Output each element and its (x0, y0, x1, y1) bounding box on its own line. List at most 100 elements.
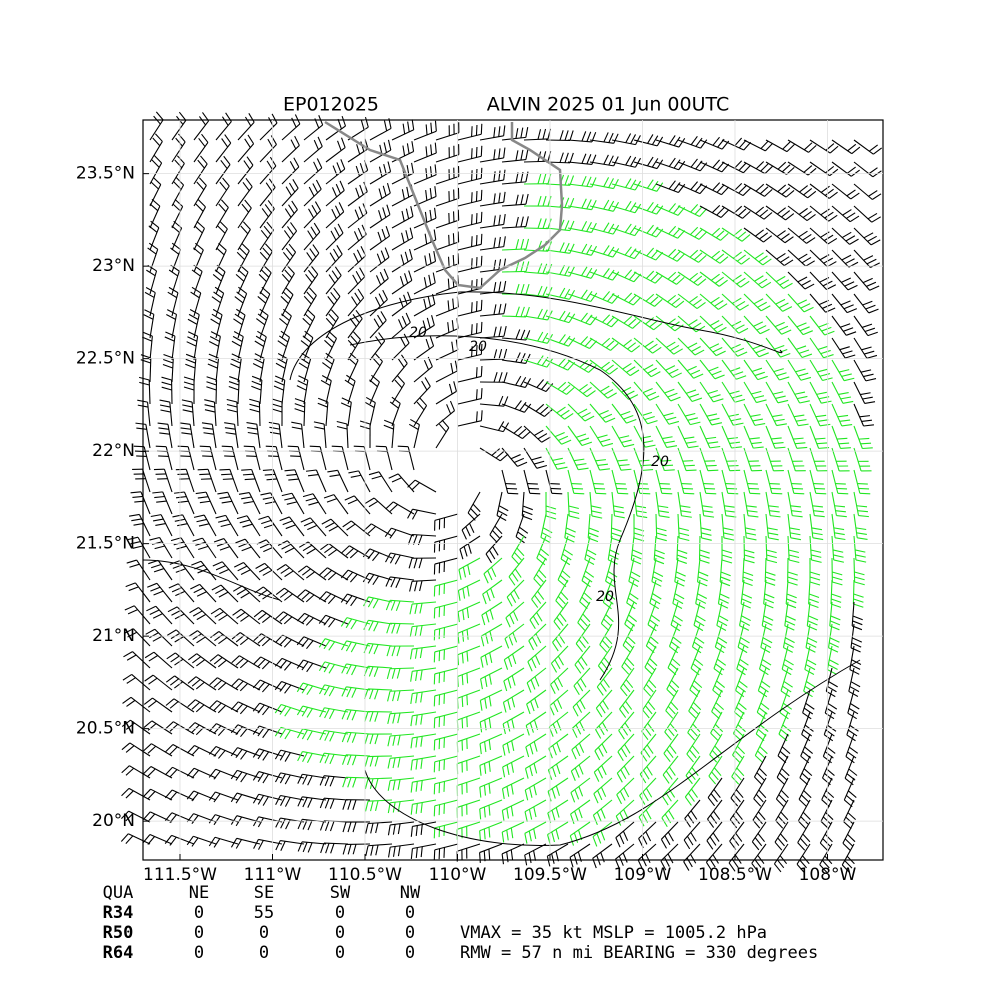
barb-feather (343, 800, 346, 810)
barb-feather (490, 653, 492, 663)
barb-feather (803, 331, 813, 335)
barb-feather (149, 655, 158, 661)
wind-barb (366, 800, 392, 811)
barb-feather (468, 544, 471, 554)
wind-barb (414, 251, 436, 272)
barb-feather (155, 524, 165, 526)
wind-barb (148, 243, 158, 272)
barb-feather (674, 137, 680, 146)
barb-feather (331, 231, 336, 240)
barb-feather (609, 555, 618, 560)
wind-barb (854, 514, 868, 539)
barb-feather (671, 642, 679, 648)
barb-staff (192, 402, 194, 426)
barb-feather (653, 347, 662, 353)
barb-feather (246, 423, 256, 425)
barb-feather (282, 274, 289, 282)
barb-feather (604, 200, 609, 209)
barb-feather (280, 706, 286, 715)
barb-feather (242, 204, 249, 212)
wind-barb (388, 778, 414, 791)
wind-barb (209, 815, 238, 825)
barb-feather (788, 577, 798, 580)
wind-barb (558, 558, 570, 587)
barb-feather (827, 708, 836, 714)
barb-feather (737, 746, 744, 753)
barb-feather (383, 207, 386, 217)
barb-feather (214, 635, 222, 641)
barb-feather (760, 747, 768, 754)
barb-feather (401, 337, 406, 346)
barb-feather (458, 633, 459, 643)
barb-feather (821, 350, 831, 353)
barb-feather (776, 299, 785, 304)
barb-feather (664, 753, 670, 761)
barb-feather (624, 662, 631, 670)
barb-feather (347, 524, 356, 530)
wind-barb (436, 340, 458, 360)
barb-feather (154, 496, 164, 497)
barb-feather (489, 696, 491, 706)
barb-feather (207, 377, 217, 380)
barb-feather (565, 243, 569, 252)
barb-feather (546, 516, 556, 519)
barb-feather (289, 205, 295, 214)
barb-staff (480, 448, 500, 461)
barb-feather (219, 615, 228, 621)
barb-staff (198, 631, 216, 646)
barb-feather (263, 470, 273, 471)
wind-barb (319, 685, 348, 696)
wind-barb (551, 646, 568, 672)
barb-feather (712, 423, 722, 425)
wind-barb (611, 514, 621, 541)
barb-staff (678, 470, 684, 493)
wind-barb (145, 675, 172, 690)
barb-feather (205, 410, 215, 412)
barb-feather (171, 610, 180, 615)
barb-feather (608, 270, 614, 278)
wind-barb (480, 734, 502, 754)
barb-feather (764, 212, 772, 219)
barb-feather (806, 648, 815, 653)
wind-barb (480, 326, 506, 338)
barb-staff (766, 250, 784, 266)
barb-feather (741, 638, 750, 643)
wind-barb (854, 140, 882, 154)
barb-feather (565, 533, 575, 537)
barb-feather (700, 555, 710, 558)
barb-feather (492, 449, 500, 456)
barb-feather (174, 682, 182, 688)
barb-feather (838, 393, 848, 395)
barb-feather (561, 410, 570, 416)
barb-staff (359, 471, 370, 492)
barb-feather (869, 168, 878, 174)
barb-feather (656, 528, 666, 531)
barb-staff (832, 250, 849, 267)
barb-feather (684, 437, 694, 439)
barb-feather (209, 341, 218, 346)
barb-feather (165, 813, 172, 821)
barb-feather (144, 698, 152, 704)
wind-barb (565, 514, 576, 542)
barb-staff (832, 404, 842, 426)
barb-feather (794, 415, 804, 417)
wind-barb (502, 216, 528, 228)
barb-staff (481, 646, 502, 657)
wind-barb (612, 404, 636, 423)
wind-barb (854, 294, 878, 313)
barb-staff (154, 652, 172, 668)
barb-feather (530, 723, 533, 733)
barb-feather (804, 790, 812, 797)
barb-staff (155, 629, 172, 646)
barb-feather (404, 295, 408, 305)
barb-feather (122, 743, 130, 750)
barb-feather (462, 653, 463, 663)
barb-staff (412, 690, 436, 694)
barb-feather (476, 367, 477, 377)
barb-feather (313, 245, 319, 254)
wind-barb (414, 121, 436, 140)
barb-feather (448, 300, 449, 310)
barb-feather (691, 811, 697, 820)
barb-feather (297, 613, 304, 621)
barb-feather (240, 520, 250, 523)
